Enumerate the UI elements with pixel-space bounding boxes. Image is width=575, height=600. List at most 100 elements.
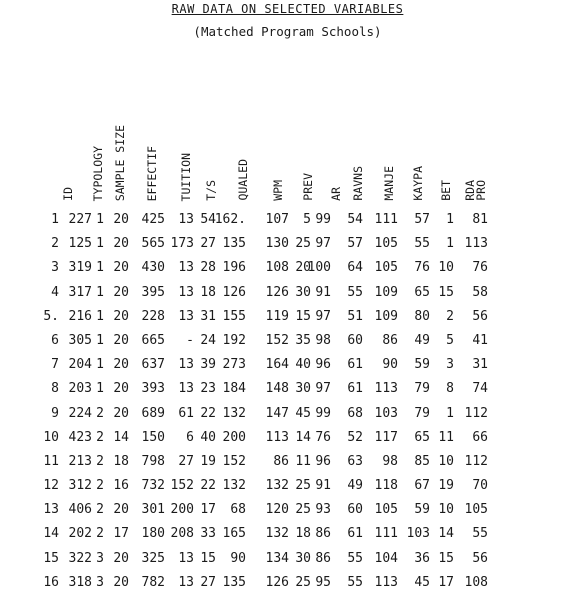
table-cell: 68 <box>230 502 246 518</box>
column-header: PREV <box>301 173 315 201</box>
row-number: 6 <box>51 332 59 348</box>
table-cell: 132 <box>222 478 246 494</box>
column-header: AR <box>329 187 343 201</box>
table-cell: 1 <box>96 381 104 397</box>
table-cell: 112 <box>464 405 488 421</box>
table-cell: 1 <box>96 284 104 300</box>
table-cell: 13 <box>178 357 194 373</box>
table-cell: 13 <box>178 260 194 276</box>
table-cell: 55 <box>347 574 363 590</box>
table-cell: 56 <box>472 550 488 566</box>
table-cell: 27 <box>178 453 194 469</box>
table-cell: 97 <box>315 308 331 324</box>
table-cell: 74 <box>472 381 488 397</box>
table-cell: 108 <box>464 574 488 590</box>
table-cell: 152 <box>265 332 289 348</box>
table-cell: 66 <box>472 429 488 445</box>
column-header: MANJE <box>382 166 396 201</box>
table-cell: 27 <box>200 236 216 252</box>
table-row: 3 319 1 20 430 13 28 196 108 20 100 64 105 76 10 76 <box>0 260 575 284</box>
row-number: 2 <box>51 236 59 252</box>
document-subtitle: (Matched Program Schools) <box>193 24 382 39</box>
table-cell: - <box>186 332 194 348</box>
table-cell: 93 <box>315 502 331 518</box>
table-cell: 134 <box>265 550 289 566</box>
table-cell: 100 <box>307 260 331 276</box>
row-number: 10 <box>43 429 59 445</box>
table-cell: 25 <box>295 478 311 494</box>
table-row: 16 318 3 20 782 13 27 135 126 25 95 55 113 45 17 108 <box>0 575 575 599</box>
table-cell: 61 <box>178 405 194 421</box>
data-table: 1 227 1 20 425 13 54 162. 107 5 99 54 111 57 1 81 2 125 1 2… <box>0 212 575 599</box>
table-cell: 20 <box>295 260 311 276</box>
table-cell: 565 <box>141 236 165 252</box>
table-cell: 2 <box>96 429 104 445</box>
table-cell: 1 <box>96 236 104 252</box>
row-number: 8 <box>51 381 59 397</box>
table-cell: 20 <box>113 405 129 421</box>
table-cell: 55 <box>347 284 363 300</box>
table-cell: 20 <box>113 357 129 373</box>
table-cell: 20 <box>113 332 129 348</box>
table-cell: 152 <box>222 453 246 469</box>
table-cell: 64 <box>347 260 363 276</box>
table-cell: 119 <box>265 308 289 324</box>
row-number: 15 <box>43 550 59 566</box>
table-cell: 14 <box>113 429 129 445</box>
table-cell: 637 <box>141 357 165 373</box>
table-cell: 90 <box>230 550 246 566</box>
table-cell: 117 <box>374 429 398 445</box>
table-cell: 40 <box>200 429 216 445</box>
row-number: 1 <box>51 212 59 227</box>
table-cell: 782 <box>141 574 165 590</box>
column-header: RDA PRO <box>463 180 488 201</box>
table-cell: 86 <box>273 453 289 469</box>
table-cell: 423 <box>68 429 92 445</box>
row-number: 7 <box>51 357 59 373</box>
table-cell: 689 <box>141 405 165 421</box>
table-cell: 86 <box>315 526 331 542</box>
table-cell: 97 <box>315 381 331 397</box>
table-cell: 18 <box>113 453 129 469</box>
table-cell: 13 <box>178 574 194 590</box>
table-row: 6 305 1 20 665 -24 192 152 35 98 60 86 49 5 41 <box>0 333 575 357</box>
table-cell: 113 <box>374 574 398 590</box>
table-cell: 228 <box>141 308 165 324</box>
table-cell: 200 <box>222 429 246 445</box>
document-title: RAW DATA ON SELECTED VARIABLES <box>171 2 404 16</box>
row-number: 12 <box>43 478 59 494</box>
table-cell: 406 <box>68 502 92 518</box>
table-cell: 31 <box>200 308 216 324</box>
table-cell: 395 <box>141 284 165 300</box>
table-cell: 57 <box>347 236 363 252</box>
column-header: KAYPA <box>411 166 425 201</box>
table-cell: 135 <box>222 574 246 590</box>
row-number: 14 <box>43 526 59 542</box>
table-cell: 430 <box>141 260 165 276</box>
table-cell: 111 <box>374 212 398 227</box>
table-cell: 65 <box>414 429 430 445</box>
table-cell: 70 <box>472 478 488 494</box>
table-cell: 322 <box>68 550 92 566</box>
table-cell: 25 <box>295 502 311 518</box>
table-cell: 108 <box>265 260 289 276</box>
table-cell: 162. <box>214 212 246 227</box>
table-cell: 17 <box>113 526 129 542</box>
table-cell: 203 <box>68 381 92 397</box>
table-cell: 135 <box>222 236 246 252</box>
table-cell: 41 <box>472 332 488 348</box>
table-row: 1 227 1 20 425 13 54 162. 107 5 99 54 111 57 1 81 <box>0 212 575 236</box>
table-cell: 132 <box>265 478 289 494</box>
row-number: 5. <box>43 308 59 324</box>
table-cell: 28 <box>200 260 216 276</box>
table-cell: 60 <box>347 332 363 348</box>
table-cell: 15 <box>438 550 454 566</box>
table-cell: 118 <box>374 478 398 494</box>
column-header: T/S <box>204 180 218 201</box>
table-cell: 113 <box>464 236 488 252</box>
table-cell: 109 <box>374 284 398 300</box>
table-cell: 109 <box>374 308 398 324</box>
table-cell: 22 <box>200 405 216 421</box>
row-number: 16 <box>43 574 59 590</box>
table-cell: 20 <box>113 260 129 276</box>
